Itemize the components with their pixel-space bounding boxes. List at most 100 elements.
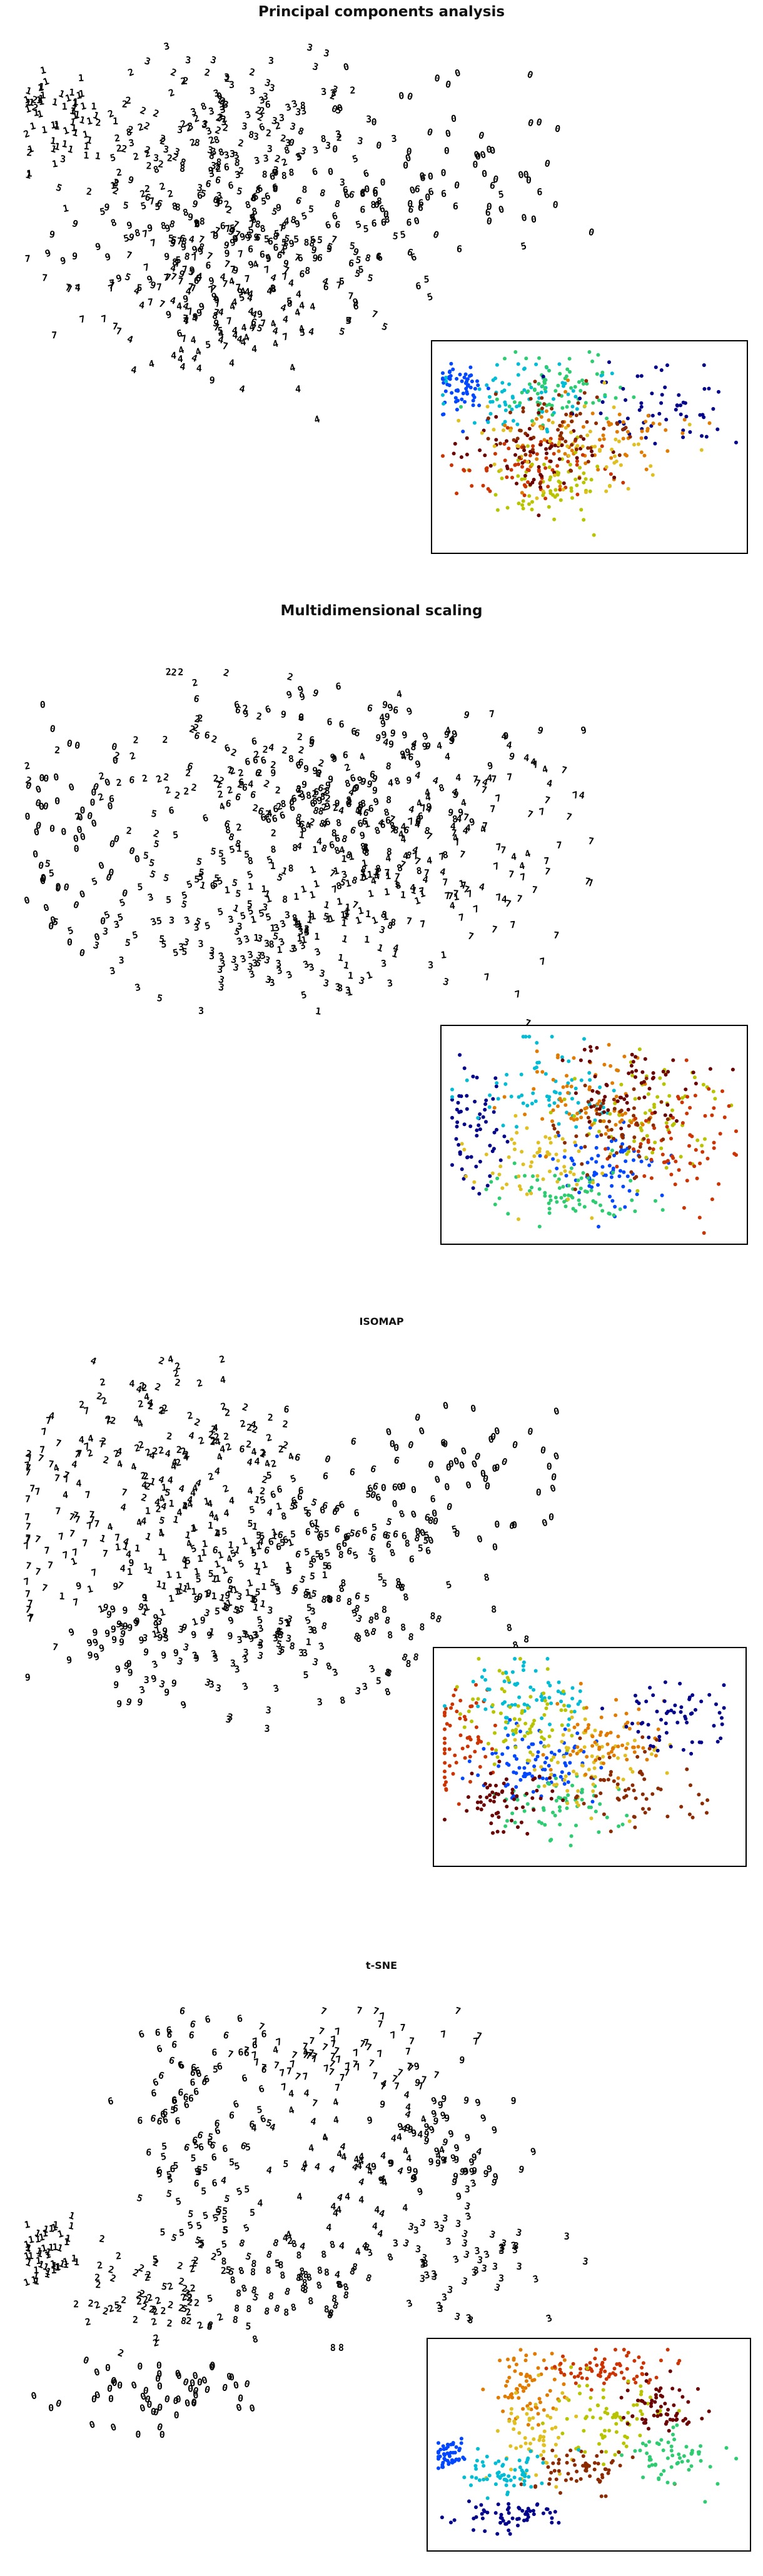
- mds-digit-mark: 3: [343, 908, 350, 920]
- pca-digit-mark: 7: [188, 281, 194, 293]
- mds-inset-point: [718, 1132, 722, 1136]
- tsne-digit-mark: 7: [372, 2070, 378, 2081]
- isomap-inset-point: [570, 1696, 575, 1701]
- isomap-inset-point: [483, 1707, 488, 1711]
- pca-digit-mark: 0: [426, 126, 434, 139]
- mds-inset-point: [648, 1146, 652, 1150]
- pca-inset-point: [540, 384, 545, 388]
- mds-digit-mark: 7: [556, 840, 562, 851]
- isomap-inset-point: [513, 1657, 517, 1661]
- mds-inset-point: [621, 1135, 625, 1140]
- mds-digit-mark: 3: [263, 938, 270, 950]
- mds-inset-point: [632, 1147, 635, 1151]
- isomap-digit-mark: 0: [418, 1527, 427, 1539]
- mds-inset-point: [604, 1082, 609, 1087]
- pca-inset-point: [505, 475, 509, 480]
- isomap-digit-mark: 4: [106, 1521, 114, 1533]
- tsne-inset-point: [578, 2392, 582, 2396]
- isomap-digit-mark: 1: [165, 1569, 173, 1581]
- tsne-digit-mark: 5: [216, 2204, 223, 2216]
- isomap-digit-mark: 1: [201, 1547, 207, 1559]
- isomap-digit-mark: 5: [266, 1470, 272, 1482]
- pca-digit-mark: 5: [136, 282, 143, 293]
- isomap-inset-point: [579, 1681, 583, 1686]
- pca-digit-mark: 0: [444, 128, 452, 139]
- pca-digit-mark: 8: [254, 218, 261, 230]
- mds-inset-point: [677, 1168, 681, 1172]
- isomap-inset-point: [549, 1773, 553, 1777]
- tsne-digit-mark: 5: [233, 2160, 241, 2172]
- tsne-inset-point: [640, 2417, 644, 2422]
- isomap-inset-point: [609, 1749, 614, 1754]
- pca-digit-mark: 4: [298, 299, 305, 311]
- isomap-digit-mark: 2: [96, 1391, 103, 1402]
- pca-inset-point: [650, 391, 654, 396]
- isomap-inset-point: [700, 1801, 704, 1806]
- pca-digit-mark: 2: [144, 144, 151, 156]
- pca-digit-mark: 7: [141, 228, 149, 239]
- isomap-inset-point: [543, 1699, 547, 1703]
- pca-digit-mark: 0: [450, 113, 457, 124]
- pca-inset-point: [503, 423, 507, 428]
- pca-inset-point: [649, 464, 653, 468]
- isomap-digit-mark: 7: [26, 1613, 34, 1624]
- tsne-digit-mark: 3: [452, 2253, 460, 2266]
- isomap-inset-point: [468, 1779, 472, 1784]
- mds-inset-point: [618, 1120, 622, 1124]
- pca-inset-point: [544, 447, 548, 451]
- isomap-digit-mark: 5: [423, 1534, 430, 1546]
- mds-inset-point: [531, 1091, 535, 1095]
- mds-digit-mark: 0: [78, 888, 87, 900]
- isomap-digit-mark: 5: [313, 1524, 321, 1536]
- mds-inset-point: [580, 1162, 584, 1166]
- tsne-digit-mark: 3: [413, 2225, 419, 2236]
- tsne-inset-point: [569, 2365, 574, 2369]
- isomap-digit-mark: 5: [315, 1548, 321, 1559]
- mds-inset-point: [658, 1076, 662, 1080]
- pca-digit-mark: 9: [229, 236, 236, 248]
- mds-inset-point: [505, 1182, 509, 1187]
- mds-digit-mark: 2: [165, 666, 172, 678]
- mds-inset-point: [562, 1165, 567, 1169]
- isomap-inset-point: [526, 1706, 530, 1710]
- pca-inset-point: [557, 443, 561, 447]
- mds-digit-mark: 1: [341, 933, 350, 945]
- pca-digit-mark: 9: [275, 202, 282, 214]
- mds-digit-mark: 7: [553, 930, 560, 942]
- isomap-digit-mark: 8: [388, 1547, 397, 1559]
- tsne-digit-mark: 4: [328, 2163, 336, 2175]
- pca-inset-point: [566, 460, 570, 464]
- mds-digit-mark: 4: [425, 803, 433, 815]
- pca-digit-mark: 6: [418, 202, 424, 213]
- isomap-digit-mark: 0: [511, 1439, 519, 1451]
- tsne-digit-mark: 8: [232, 2314, 239, 2326]
- mds-digit-mark: 2: [262, 744, 268, 756]
- isomap-inset-point: [699, 1699, 704, 1704]
- isomap-digit-mark: 9: [87, 1649, 93, 1661]
- mds-inset-point: [637, 1155, 642, 1159]
- pca-inset-point: [596, 468, 600, 472]
- mds-digit-mark: 4: [413, 769, 422, 782]
- tsne-inset-point: [507, 2365, 512, 2369]
- mds-inset-point: [586, 1100, 590, 1104]
- tsne-digit-mark: 6: [216, 2060, 223, 2072]
- mds-inset-point: [496, 1097, 500, 1101]
- mds-digit-mark: 6: [345, 798, 353, 810]
- isomap-digit-mark: 5: [377, 1571, 383, 1582]
- pca-digit-mark: 3: [222, 99, 230, 111]
- tsne-digit-mark: 8: [315, 2279, 323, 2292]
- isomap-inset-point: [566, 1704, 570, 1708]
- pca-inset-point: [659, 368, 664, 372]
- pca-digit-mark: 4: [240, 336, 247, 348]
- tsne-digit-mark: 5: [178, 2226, 185, 2238]
- pca-digit-mark: 0: [380, 177, 386, 188]
- tsne-digit-mark: 8: [290, 2302, 298, 2314]
- pca-digit-mark: 2: [167, 153, 173, 164]
- pca-digit-mark: 7: [147, 296, 153, 308]
- pca-digit-mark: 4: [271, 338, 280, 350]
- mds-inset-point: [487, 1105, 492, 1109]
- tsne-inset-point: [696, 2387, 700, 2391]
- pca-inset-point: [516, 474, 520, 478]
- isomap-digit-mark: 7: [25, 1534, 31, 1545]
- mds-digit-mark: 3: [239, 953, 248, 965]
